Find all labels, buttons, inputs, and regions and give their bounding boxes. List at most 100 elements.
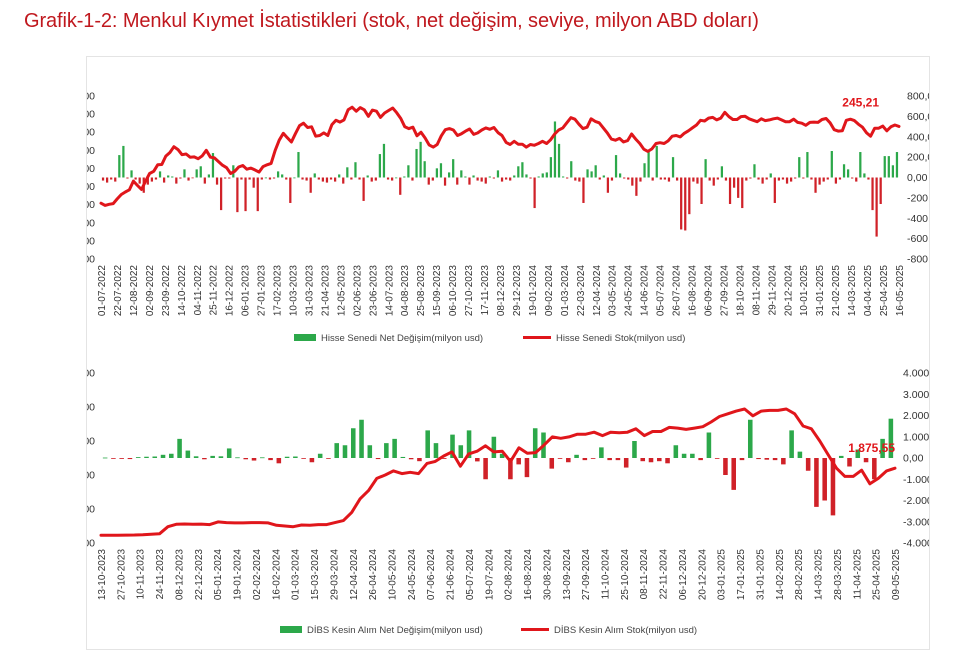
left-axis-tick-label: 10.000,00: [87, 217, 95, 229]
left-axis-tick-label: 5.000,00: [87, 504, 95, 516]
net-change-bar: [375, 458, 381, 460]
net-change-bar: [541, 173, 544, 178]
right-axis-tick-label: 4.000,00: [903, 368, 929, 380]
net-change-bar: [326, 458, 331, 459]
net-change-bar: [207, 174, 211, 178]
net-change-bar: [690, 453, 695, 458]
net-change-bar: [723, 458, 728, 475]
net-change-bar: [566, 458, 571, 463]
net-change-bar: [236, 177, 239, 213]
x-axis-tick-label: 16-12-2022: [225, 265, 236, 317]
net-change-bar: [785, 177, 789, 184]
net-change-bar: [875, 177, 878, 237]
net-change-bar: [309, 177, 312, 193]
net-change-bar: [731, 458, 736, 490]
net-change-bar: [692, 177, 695, 182]
x-axis-tick-label: 03-05-2024: [608, 265, 619, 317]
x-axis-tick-label: 08-11-2024: [751, 265, 762, 316]
net-change-bar: [342, 445, 348, 458]
net-change-bar: [781, 177, 785, 180]
net-change-bar: [570, 161, 573, 178]
x-axis-tick-label: 06-12-2024: [678, 549, 689, 601]
net-change-bar: [599, 447, 604, 459]
net-change-bar: [458, 445, 464, 458]
net-change-bar: [488, 176, 491, 178]
x-axis-tick-label: 17-01-2025: [736, 549, 747, 601]
net-change-bar: [276, 458, 282, 464]
left-axis-tick-label: 45.000,00: [87, 91, 95, 103]
x-axis-tick-label: 03-01-2025: [717, 549, 728, 601]
net-change-bar: [627, 177, 630, 180]
x-axis-tick-label: 31-03-2023: [304, 265, 315, 317]
right-axis-tick-label: -800,00: [907, 254, 929, 266]
net-change-bar: [651, 177, 654, 181]
net-change-bar: [122, 145, 125, 178]
net-change-bar: [665, 458, 670, 464]
x-axis-tick-label: 14-03-2025: [814, 549, 825, 601]
net-change-bar: [895, 152, 899, 178]
net-change-bar: [714, 458, 720, 459]
net-change-bar: [855, 449, 861, 458]
net-change-bar: [533, 177, 536, 209]
net-change-bar: [435, 168, 439, 178]
net-change-bar: [826, 177, 829, 180]
net-change-bar: [610, 177, 614, 181]
net-change-bar: [614, 155, 618, 178]
x-axis-tick-label: 27-09-2024: [719, 265, 730, 317]
stock-line: [99, 105, 901, 207]
net-change-bar: [566, 177, 569, 179]
net-change-bar: [765, 177, 768, 180]
net-change-bar: [578, 177, 581, 182]
net-change-bar: [598, 177, 601, 180]
x-axis-tick-label: 04-04-2025: [863, 265, 874, 317]
net-change-bar: [680, 177, 683, 230]
x-axis-tick-label: 16-08-2024: [688, 265, 699, 317]
net-change-bar: [741, 177, 744, 209]
net-change-bar: [466, 430, 472, 459]
net-change-bar: [399, 177, 402, 195]
x-axis-tick-label: 16-05-2025: [895, 265, 906, 317]
x-axis-tick-label: 17-02-2023: [273, 265, 284, 317]
net-change-bar: [260, 457, 265, 459]
net-change-bar: [797, 451, 803, 459]
right-axis-tick-label: 3.000,00: [903, 389, 929, 401]
net-change-bar: [632, 441, 637, 458]
net-change-bar: [144, 456, 149, 458]
net-change-bar: [500, 177, 504, 182]
net-change-bar: [386, 177, 390, 180]
right-axis-tick-label: -2.000,00: [903, 495, 929, 507]
x-axis-tick-label: 01-03-2024: [560, 265, 571, 317]
net-change-bar: [847, 458, 852, 467]
net-change-bar: [739, 458, 745, 461]
net-change-bar: [392, 438, 397, 458]
net-change-bar: [185, 450, 191, 458]
net-change-bar: [228, 177, 231, 179]
x-axis-tick-label: 14-10-2022: [177, 265, 188, 317]
net-change-bar: [684, 177, 687, 231]
net-change-bar: [105, 177, 109, 183]
x-axis-tick-label: 08-12-2023: [174, 549, 185, 601]
net-change-bar: [483, 458, 488, 480]
x-axis-tick-label: 17-11-2023: [480, 265, 491, 316]
x-axis-tick-label: 18-10-2024: [735, 265, 746, 317]
right-axis-tick-label: -3.000,00: [903, 516, 929, 528]
x-axis-tick-label: 30-08-2024: [542, 549, 553, 601]
net-change-bar: [855, 177, 858, 182]
x-axis-tick-label: 14-06-2024: [640, 265, 651, 317]
left-axis-tick-label: 35.000,00: [87, 127, 95, 139]
left-axis-tick-label: 0,00: [87, 254, 95, 266]
x-axis-tick-label: 25-08-2023: [416, 265, 427, 317]
net-change-bar: [537, 176, 540, 178]
net-change-bar: [460, 170, 463, 178]
net-change-bar: [235, 457, 240, 459]
net-change-bar: [781, 458, 786, 465]
net-change-bar: [798, 157, 801, 178]
net-change-bar: [240, 177, 243, 180]
net-change-bar: [162, 177, 166, 183]
net-change-bar: [863, 173, 866, 178]
net-change-bar: [179, 177, 182, 179]
left-axis-tick-label: 0,00: [87, 538, 95, 550]
net-change-bar: [158, 171, 162, 178]
net-change-bar: [499, 453, 505, 458]
net-change-bar: [419, 141, 422, 178]
